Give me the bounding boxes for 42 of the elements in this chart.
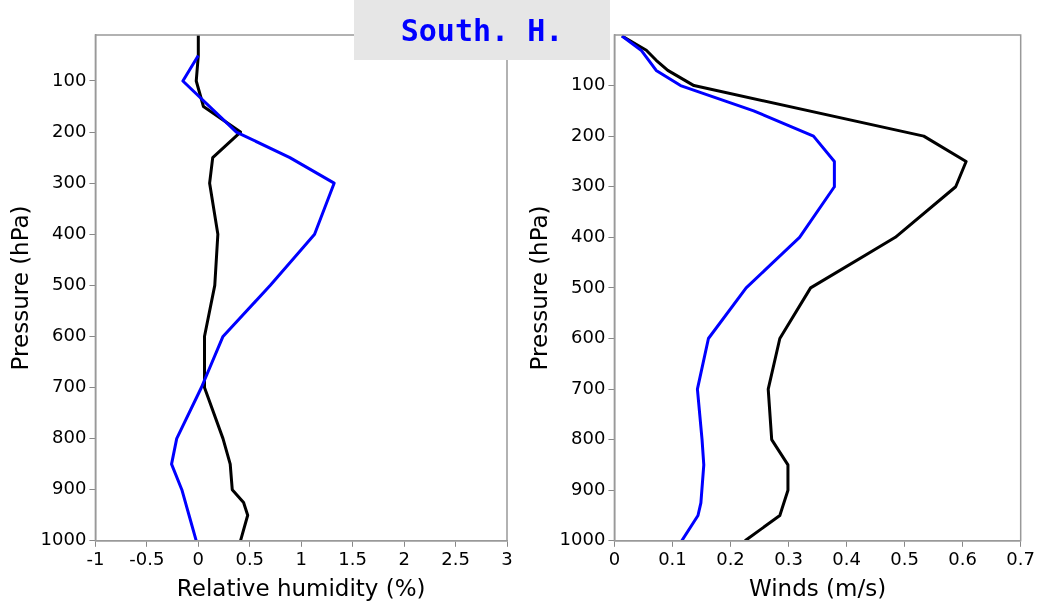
y-tick-label: 1000 [559,528,606,550]
x-tick-label: 0.5 [890,548,919,570]
x-tick-label: -0.5 [129,548,165,570]
y-tick-label: 100 [52,68,87,90]
x-tick-label: -1 [86,548,105,570]
x-axis-title: Winds (m/s) [748,575,887,602]
y-tick-label: 200 [571,123,606,145]
y-axis-title: Pressure (hPa) [525,205,552,371]
y-tick-label: 700 [571,376,606,398]
y-tick-label: 500 [52,273,87,295]
y-tick-label: 600 [571,326,606,348]
y-tick-label: 300 [571,174,606,196]
y-tick-label: 800 [52,426,87,448]
y-tick-label: 900 [52,477,87,499]
x-tick-label: 0.6 [948,548,977,570]
y-tick-label: 500 [571,275,606,297]
y-tick-label: 200 [52,119,87,141]
y-tick-label: 100 [571,73,606,95]
x-tick-label: 1 [295,548,307,570]
y-tick-label: 800 [571,427,606,449]
y-tick-label: 900 [571,477,606,499]
y-tick-label: 400 [52,221,87,243]
x-tick-label: 2 [398,548,410,570]
y-tick-label: 300 [52,170,87,192]
x-tick-label: 2.5 [441,548,470,570]
x-tick-label: 1.5 [338,548,367,570]
x-tick-label: 0.3 [774,548,803,570]
x-tick-label: 3 [501,548,513,570]
y-tick-label: 1000 [40,528,87,550]
x-tick-label: 0 [192,548,205,570]
y-tick-label: 700 [52,375,87,397]
x-axis-title: Relative humidity (%) [176,575,426,602]
x-tick-label: 0.2 [716,548,745,570]
chart-title: South. H. [354,0,610,60]
x-tick-label: 0.4 [832,548,861,570]
x-tick-label: 0.5 [235,548,265,570]
x-tick-label: 0 [608,548,621,570]
x-tick-label: 0.1 [658,548,687,570]
y-tick-label: 400 [571,224,606,246]
x-tick-label: 0.7 [1006,548,1036,570]
y-axis-title: Pressure (hPa) [6,205,33,371]
y-tick-label: 600 [52,324,87,346]
